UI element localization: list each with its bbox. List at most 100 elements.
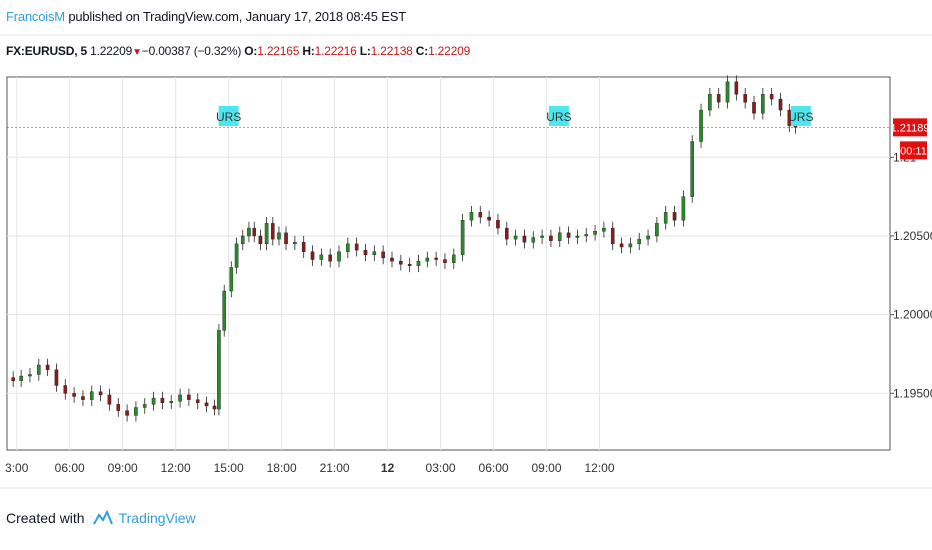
urs-annotation-box bbox=[790, 106, 811, 126]
tradingview-brand[interactable]: TradingView bbox=[118, 510, 196, 526]
urs-annotation-box bbox=[548, 106, 569, 126]
candle bbox=[240, 235, 245, 245]
candle bbox=[178, 394, 182, 402]
candle bbox=[690, 141, 695, 197]
candle bbox=[752, 101, 756, 114]
candle bbox=[319, 254, 324, 260]
y-tick-label: 1.19500 bbox=[893, 386, 932, 400]
candle bbox=[655, 223, 659, 237]
x-tick-label: 03:00 bbox=[426, 461, 456, 475]
candle bbox=[63, 385, 68, 394]
candle bbox=[575, 235, 580, 238]
candle bbox=[531, 237, 536, 243]
candle bbox=[469, 212, 474, 221]
author-link[interactable]: FrancoisM bbox=[6, 9, 65, 24]
candle bbox=[258, 235, 263, 245]
last-price: 1.22209 bbox=[90, 44, 133, 58]
candle bbox=[672, 212, 677, 221]
candle bbox=[252, 227, 257, 237]
candle bbox=[681, 196, 686, 221]
candle bbox=[769, 94, 774, 100]
candle bbox=[646, 235, 650, 240]
x-tick-label: 09:00 bbox=[531, 461, 561, 475]
candle bbox=[478, 212, 483, 218]
candle bbox=[487, 216, 491, 221]
candle bbox=[187, 394, 191, 400]
x-tick-label: 09:00 bbox=[108, 461, 138, 475]
low-label: L: bbox=[359, 44, 371, 58]
x-tick-label: 06:00 bbox=[479, 461, 509, 475]
x-tick-label: 15:00 bbox=[214, 461, 244, 475]
candle bbox=[451, 254, 456, 263]
y-tick-label: 1.20000 bbox=[893, 308, 932, 322]
high-label: H: bbox=[302, 44, 315, 58]
candle bbox=[247, 227, 251, 237]
candle bbox=[28, 374, 32, 377]
candle bbox=[434, 257, 438, 260]
candle bbox=[346, 243, 350, 252]
open-label: O: bbox=[244, 44, 258, 58]
x-tick-label: 18:00 bbox=[267, 461, 297, 475]
y-tick-label: 1.20500 bbox=[893, 229, 932, 243]
candle bbox=[81, 396, 85, 400]
candle bbox=[160, 397, 165, 403]
candle bbox=[142, 404, 147, 408]
candle bbox=[36, 364, 41, 375]
candle bbox=[504, 227, 509, 240]
candle bbox=[204, 402, 209, 407]
candle bbox=[381, 251, 385, 259]
candle bbox=[11, 377, 15, 381]
candle bbox=[363, 249, 368, 256]
candle bbox=[116, 404, 121, 411]
candle bbox=[284, 232, 288, 245]
candle bbox=[337, 251, 341, 262]
candle bbox=[107, 394, 112, 405]
candle bbox=[264, 223, 269, 245]
candle bbox=[734, 81, 739, 95]
candle bbox=[98, 391, 103, 396]
open-value: 1.22165 bbox=[257, 44, 300, 58]
candle bbox=[460, 220, 465, 256]
urs-annotation-label: URS bbox=[216, 110, 241, 124]
close-value: 1.22209 bbox=[428, 44, 471, 58]
plot-frame bbox=[6, 76, 891, 451]
candle bbox=[557, 232, 562, 241]
urs-annotation-label: URS bbox=[546, 110, 571, 124]
price-change: −0.00387 (−0.32%) bbox=[141, 44, 242, 58]
candle bbox=[354, 243, 359, 251]
candle bbox=[566, 232, 571, 238]
candle bbox=[663, 212, 668, 224]
x-tick-label: 3:00 bbox=[5, 461, 29, 475]
candle bbox=[407, 264, 412, 267]
candle bbox=[222, 290, 227, 331]
urs-annotation-box bbox=[218, 106, 239, 126]
candle bbox=[637, 238, 642, 245]
candle bbox=[496, 220, 500, 229]
x-tick-label: 12:00 bbox=[584, 461, 614, 475]
candle bbox=[549, 235, 553, 241]
symbol[interactable]: FX:EURUSD, 5 bbox=[6, 44, 87, 58]
candle bbox=[443, 259, 447, 263]
candle bbox=[195, 399, 200, 403]
candle bbox=[725, 81, 730, 103]
candle bbox=[584, 234, 589, 237]
close-label: C: bbox=[415, 44, 429, 58]
candle bbox=[619, 243, 624, 248]
candle bbox=[708, 94, 712, 111]
candle bbox=[743, 94, 747, 103]
candle bbox=[593, 231, 597, 235]
candle bbox=[293, 242, 297, 245]
candle bbox=[716, 94, 721, 103]
countdown-label: 00:11 bbox=[900, 145, 927, 157]
footer: Created with TradingView bbox=[6, 510, 196, 526]
candle bbox=[522, 235, 527, 243]
candle bbox=[778, 98, 783, 111]
candle bbox=[229, 267, 234, 292]
candle bbox=[761, 94, 765, 114]
candle bbox=[328, 254, 332, 262]
x-tick-label: 21:00 bbox=[320, 461, 350, 475]
publish-info: FrancoisM published on TradingView.com, … bbox=[6, 9, 406, 24]
candle bbox=[277, 232, 281, 240]
candle bbox=[72, 393, 76, 397]
